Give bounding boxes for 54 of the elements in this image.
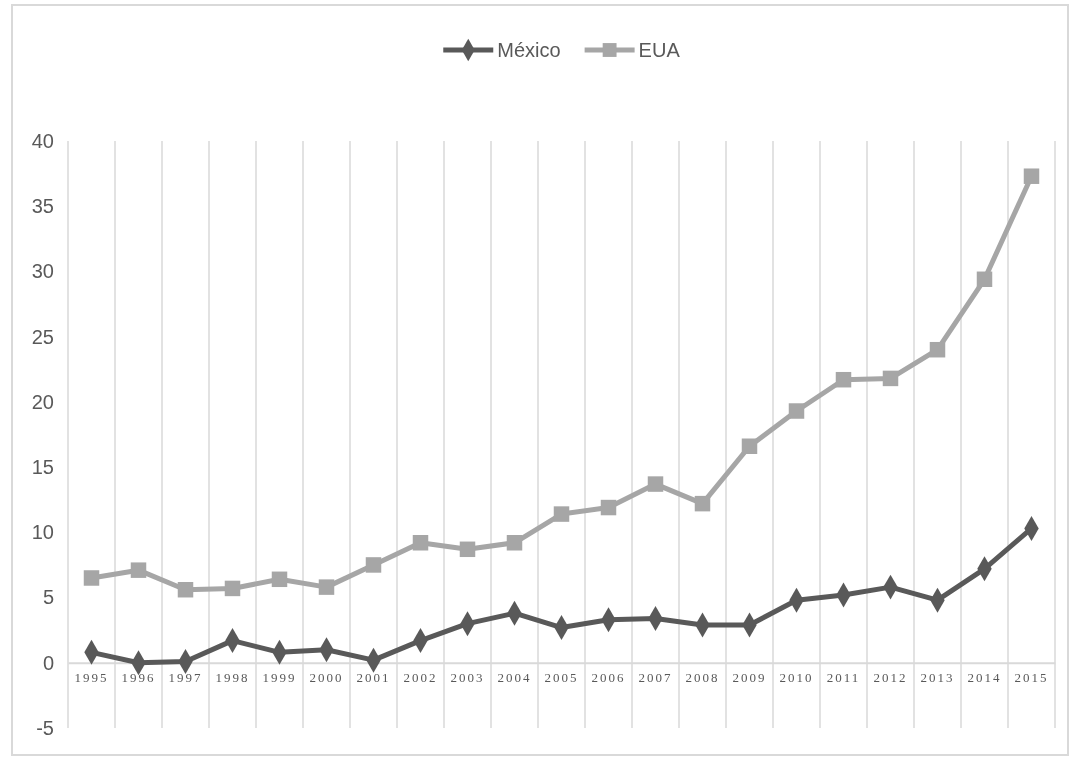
y-tick-label: 5 <box>42 586 54 609</box>
point <box>318 579 335 595</box>
y-tick-label: 40 <box>31 129 54 152</box>
x-tick-label: 2002 <box>403 670 438 686</box>
x-tick-label: 2011 <box>826 670 861 686</box>
x-tick-label: 2006 <box>591 670 626 686</box>
x-tick-label: 2009 <box>732 670 767 686</box>
point <box>412 535 429 551</box>
x-tick-label: 1999 <box>262 670 297 686</box>
point <box>506 535 523 551</box>
point <box>271 571 288 588</box>
point <box>835 371 852 388</box>
point <box>459 541 476 558</box>
point <box>1023 168 1040 184</box>
y-tick-label: 15 <box>31 456 54 479</box>
x-tick-label: 2008 <box>685 670 720 686</box>
point <box>177 581 194 598</box>
x-tick-label: 2004 <box>497 670 532 686</box>
y-tick-label: 30 <box>31 260 54 283</box>
point <box>224 580 241 597</box>
legend-label: México <box>497 39 561 61</box>
x-tick-label: 2014 <box>967 670 1002 686</box>
y-tick-label: 0 <box>42 651 54 674</box>
x-tick-label: 2015 <box>1014 670 1049 686</box>
point <box>83 570 100 586</box>
x-tick-label: 2001 <box>356 670 391 686</box>
x-tick-label: 1997 <box>168 670 203 686</box>
x-tick-label: 2012 <box>873 670 908 686</box>
legend-label: EUA <box>638 39 681 61</box>
x-tick-label: 2000 <box>309 670 344 686</box>
y-tick-label: 10 <box>31 521 54 544</box>
point <box>600 499 617 516</box>
x-tick-label: 2010 <box>779 670 814 686</box>
x-tick-label: 1998 <box>215 670 250 686</box>
x-tick-label: 2007 <box>638 670 673 686</box>
x-tick-label: 2013 <box>920 670 955 686</box>
point <box>130 562 147 578</box>
point <box>741 438 758 454</box>
y-tick-label: 35 <box>31 195 54 218</box>
point <box>553 506 570 522</box>
point <box>647 476 664 492</box>
point <box>976 271 993 288</box>
point <box>365 557 382 573</box>
x-tick-label: 2003 <box>450 670 485 686</box>
point <box>882 370 899 387</box>
x-tick-label: 1996 <box>121 670 156 686</box>
x-tick-label: 2005 <box>544 670 579 686</box>
point <box>694 495 711 512</box>
point <box>929 341 946 358</box>
y-tick-label: 20 <box>31 390 54 413</box>
y-tick-label: 25 <box>31 325 54 348</box>
y-tick-label: -5 <box>36 716 54 739</box>
point <box>788 403 805 419</box>
x-tick-label: 1995 <box>74 670 109 686</box>
